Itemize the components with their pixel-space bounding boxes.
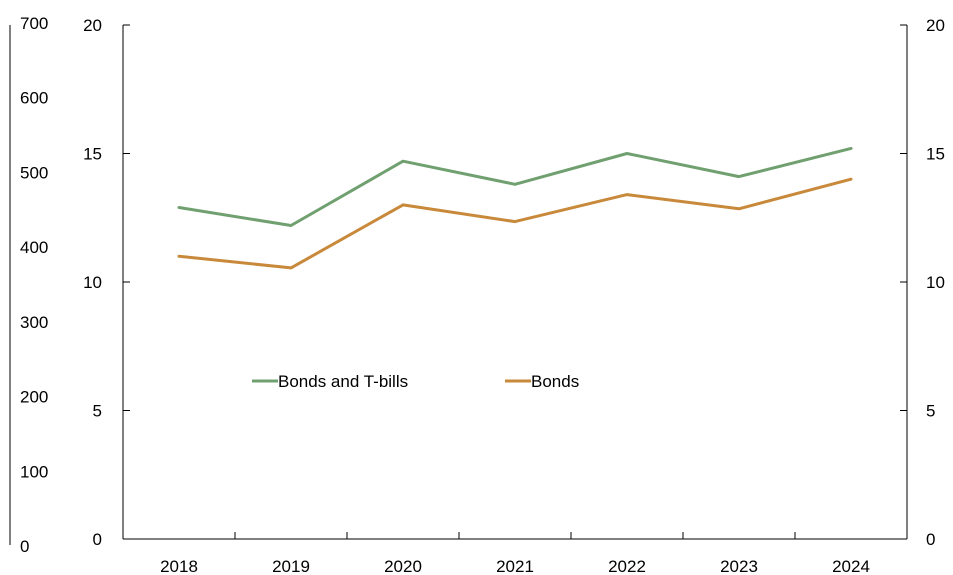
right-axis-tick-label: 5 [926, 402, 935, 421]
series-line-1 [177, 177, 853, 270]
right-axis: 0 5 10 15 20 [900, 16, 945, 549]
outer-axis-tick-label: 100 [20, 462, 48, 481]
legend-label: Bonds and T-bills [278, 372, 408, 391]
right-axis-tick-label: 10 [926, 273, 945, 292]
x-axis-tick-label: 2024 [832, 557, 870, 575]
inner-left-axis: 0 5 10 15 20 [83, 16, 130, 549]
outer-axis-tick-label: 200 [20, 388, 48, 407]
x-axis-tick-label: 2021 [496, 557, 534, 575]
outer-axis-tick-label: 0 [20, 537, 29, 556]
outer-axis-tick-label: 600 [20, 89, 48, 108]
right-axis-tick-label: 0 [926, 530, 935, 549]
x-axis-tick-label: 2020 [384, 557, 422, 575]
inner-axis-tick-label: 10 [83, 273, 102, 292]
x-axis-tick-label: 2019 [272, 557, 310, 575]
inner-axis-tick-label: 5 [93, 402, 102, 421]
outer-axis-tick-label: 400 [20, 238, 48, 257]
x-axis-tick-label: 2018 [160, 557, 198, 575]
x-axis: 2018 2019 2020 2021 2022 2023 2024 [123, 532, 907, 575]
legend-label: Bonds [531, 372, 579, 391]
inner-axis-tick-label: 0 [93, 530, 102, 549]
series-layer [177, 146, 853, 270]
legend: Bonds and T-bills Bonds [252, 372, 579, 391]
series-line-0 [177, 146, 853, 227]
right-axis-tick-label: 20 [926, 16, 945, 35]
outer-left-axis: 0 100 200 300 400 500 600 700 [9, 14, 48, 556]
x-axis-tick-label: 2023 [720, 557, 758, 575]
outer-axis-tick-label: 300 [20, 313, 48, 332]
outer-axis-tick-label: 700 [20, 14, 48, 33]
inner-axis-tick-label: 15 [83, 145, 102, 164]
x-axis-tick-label: 2022 [608, 557, 646, 575]
right-axis-tick-label: 15 [926, 145, 945, 164]
outer-axis-tick-label: 500 [20, 163, 48, 182]
inner-axis-tick-label: 20 [83, 16, 102, 35]
